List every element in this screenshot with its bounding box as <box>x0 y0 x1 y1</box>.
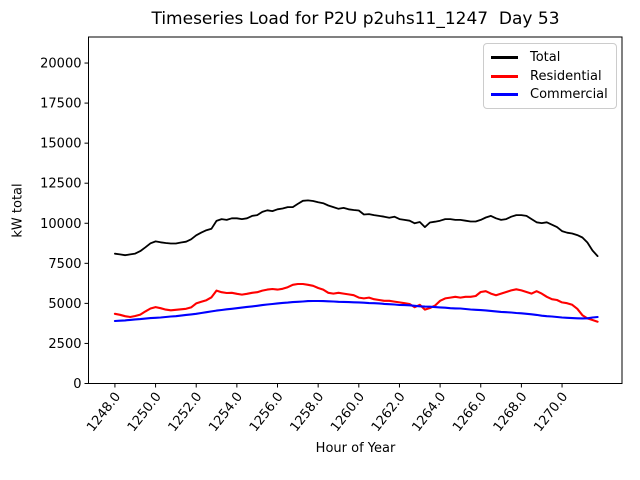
chart-title: Timeseries Load for P2U p2uhs11_1247 Day… <box>151 9 560 29</box>
y-tick-label: 12500 <box>40 177 81 192</box>
x-tick-label: 1270.0 <box>531 390 571 435</box>
legend-entry-commercial: Commercial <box>491 88 612 101</box>
x-tick-label: 1248.0 <box>84 390 124 435</box>
residential-line <box>113 282 599 323</box>
total-line <box>114 199 599 258</box>
total-line-swatch <box>491 56 518 60</box>
commercial-line <box>113 299 599 323</box>
y-tick-label: 20000 <box>40 57 81 72</box>
x-tick-label: 1254.0 <box>206 390 246 435</box>
commercial-line-swatch <box>491 92 518 96</box>
x-tick-label: 1260.0 <box>328 390 368 435</box>
y-tick-label: 17500 <box>40 97 81 112</box>
residential-line-swatch <box>491 74 518 78</box>
legend-entry-total: Total <box>491 51 612 64</box>
y-tick-label: 2500 <box>48 337 81 352</box>
legend-label-residential: Residential <box>530 68 602 84</box>
x-axis-label: Hour of Year <box>315 441 396 456</box>
x-tick-label: 1266.0 <box>450 390 490 435</box>
x-tick-label: 1258.0 <box>287 390 327 435</box>
legend-label-total: Total <box>530 50 561 66</box>
y-tick-label: 0 <box>73 377 81 392</box>
x-tick-label: 1264.0 <box>409 390 449 435</box>
y-tick-label: 10000 <box>40 217 81 232</box>
x-tick-label: 1252.0 <box>166 390 206 435</box>
y-tick-label: 7500 <box>48 257 81 272</box>
legend: Total Residential Commercial <box>483 43 617 109</box>
y-tick-label: 15000 <box>40 137 81 152</box>
x-tick-label: 1268.0 <box>491 390 531 435</box>
y-tick-label: 5000 <box>48 297 81 312</box>
y-axis-label: kW total <box>10 183 26 238</box>
x-tick-label: 1256.0 <box>247 390 287 435</box>
x-tick-label: 1262.0 <box>369 390 409 435</box>
axes-frame <box>88 36 623 384</box>
legend-entry-residential: Residential <box>491 70 612 83</box>
x-tick-label: 1250.0 <box>125 390 165 435</box>
legend-label-commercial: Commercial <box>530 86 608 102</box>
